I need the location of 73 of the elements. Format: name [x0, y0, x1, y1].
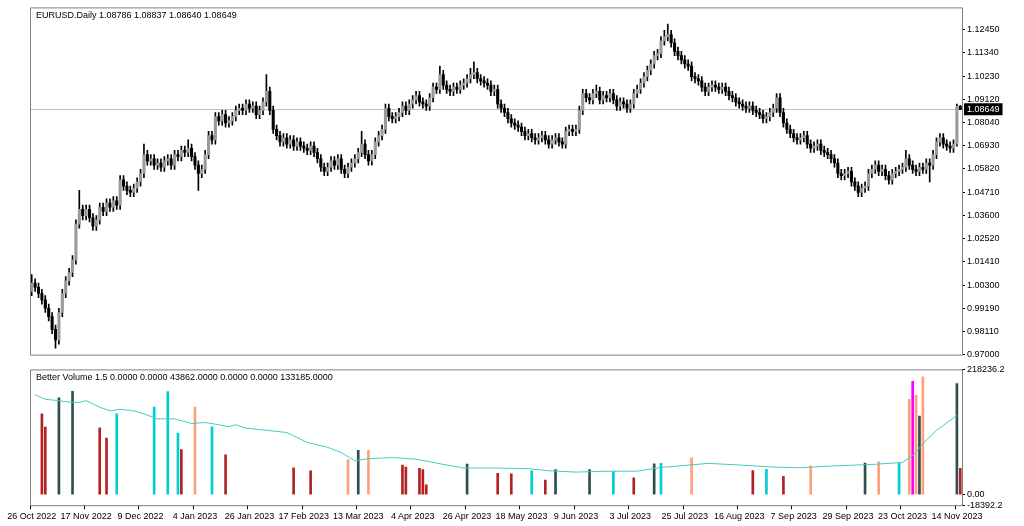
x-tick-label: 9 Dec 2022: [117, 511, 164, 522]
y-tick-label: 1.09120: [967, 93, 1000, 104]
bar: [418, 468, 421, 495]
bar: [496, 472, 500, 495]
x-tick-label: 16 Aug 2023: [713, 511, 765, 522]
bar: [105, 437, 108, 495]
bar: [543, 479, 547, 495]
bar: [224, 454, 227, 495]
x-tick-label: 17 Feb 2023: [278, 511, 330, 522]
y-tick-label: 1.03600: [967, 210, 1000, 221]
x-tick-label: 4 Jan 2023: [172, 511, 218, 522]
bar: [367, 450, 370, 495]
bar: [71, 391, 74, 495]
bar: [690, 457, 693, 495]
x-tick-label: 14 Nov 2023: [931, 511, 983, 522]
y-tick-label: 218236.2: [967, 363, 1005, 374]
ref-line-label: 1.08649: [967, 103, 1000, 114]
y-tick-label: -18392.2: [967, 499, 1003, 510]
bar: [911, 381, 915, 495]
y-tick-label: 1.06930: [967, 140, 1000, 151]
x-tick-label: 7 Sep 2023: [770, 511, 817, 522]
bar: [356, 450, 360, 495]
bar: [509, 473, 513, 495]
x-tick-label: 26 Apr 2023: [442, 511, 492, 522]
x-tick-label: 18 May 2023: [495, 511, 548, 522]
candlestick: [295, 137, 299, 151]
x-tick-label: 29 Sep 2023: [822, 511, 874, 522]
y-tick-label: 0.00: [967, 489, 985, 500]
y-tick-label: 0.99190: [967, 302, 1000, 313]
bar: [115, 413, 119, 495]
y-tick-label: 0.97000: [967, 349, 1000, 360]
y-tick-label: 0.98110: [967, 325, 999, 336]
y-tick-label: 1.00300: [967, 279, 1000, 290]
candlestick: [472, 61, 476, 80]
x-tick-label: 23 Oct 2023: [877, 511, 927, 522]
x-tick-label: 25 Jul 2023: [661, 511, 709, 522]
y-tick-label: 1.01410: [967, 256, 1000, 267]
y-tick-label: 1.04710: [967, 186, 1000, 197]
bar: [612, 471, 615, 495]
y-tick-label: 1.02520: [967, 232, 1000, 243]
y-tick-label: 1.05820: [967, 163, 1000, 174]
bar: [401, 464, 404, 495]
bar: [918, 415, 921, 495]
y-tick-label: 1.11340: [967, 47, 999, 58]
x-tick-label: 13 Mar 2023: [332, 511, 384, 522]
chart-title: EURUSD.Daily 1.08786 1.08837 1.08640 1.08649: [36, 10, 237, 21]
x-tick-label: 26 Jan 2023: [224, 511, 275, 522]
x-tick-label: 3 Jul 2023: [609, 511, 652, 522]
y-tick-label: 1.08040: [967, 116, 1000, 127]
bar: [292, 467, 295, 495]
bar: [166, 391, 170, 495]
bar: [907, 398, 911, 495]
bar: [751, 470, 755, 495]
bar: [877, 461, 880, 495]
bar: [809, 465, 812, 495]
x-tick-label: 17 Nov 2022: [60, 511, 112, 522]
chart-title: Better Volume 1.5 0.0000 0.0000 43862.0000 0.0000 0.0000 133185.0000: [36, 372, 333, 383]
x-tick-label: 4 Apr 2023: [390, 511, 435, 522]
y-tick-label: 1.12450: [967, 23, 1000, 34]
y-tick-label: 1.10230: [967, 70, 1000, 81]
candlestick: [227, 116, 231, 128]
bar: [98, 427, 102, 495]
bar: [180, 449, 183, 495]
bar: [588, 469, 591, 495]
bar: [765, 469, 768, 495]
x-tick-label: 26 Oct 2022: [7, 511, 57, 522]
x-tick-label: 9 Jun 2023: [553, 511, 599, 522]
bar: [530, 470, 534, 495]
bar: [554, 469, 557, 495]
bar: [958, 468, 962, 495]
bar: [632, 477, 636, 495]
bar: [782, 476, 785, 495]
bar: [309, 470, 312, 495]
